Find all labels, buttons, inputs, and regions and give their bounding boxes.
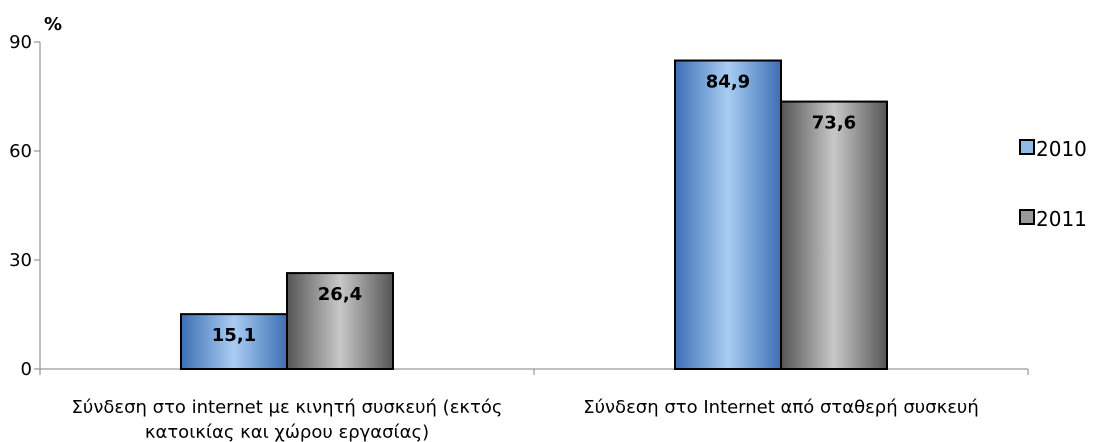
x-category-label: κατοικίας και χώρου εργασίας) [145, 422, 429, 442]
data-label-2010-1: 15,1 [212, 325, 256, 346]
bar-2011-2 [780, 100, 888, 370]
y-tick-label: 60 [9, 141, 32, 162]
legend-swatch-2010 [1019, 139, 1035, 155]
legend-label-2011: 2011 [1036, 207, 1087, 231]
bar-2011-1 [286, 272, 394, 370]
data-label-2011-1: 26,4 [318, 284, 362, 305]
data-labels: 15,1 26,4 84,9 73,6 [212, 72, 856, 347]
legend-label-2010: 2010 [1036, 137, 1087, 161]
bar-2010-2 [674, 59, 782, 370]
y-tick-label: 30 [9, 250, 32, 271]
y-tick-label: 0 [21, 359, 32, 380]
y-tick-label: 90 [9, 32, 32, 53]
x-category-label: Σύνδεση στο Internet από σταθερή συσκευή [583, 397, 979, 418]
y-unit-label: % [44, 14, 62, 35]
axes: 0 30 60 90% Σύνδεση στο internet με κινητή σ… [9, 14, 1029, 442]
x-category-label: Σύνδεση στο internet με κινητή συσκευή (… [72, 397, 503, 418]
bars [180, 59, 888, 370]
legend-swatch-2011 [1019, 209, 1035, 225]
data-label-2011-2: 73,6 [812, 113, 856, 134]
data-label-2010-2: 84,9 [706, 72, 750, 93]
legend: 2010 2011 [1019, 137, 1087, 231]
